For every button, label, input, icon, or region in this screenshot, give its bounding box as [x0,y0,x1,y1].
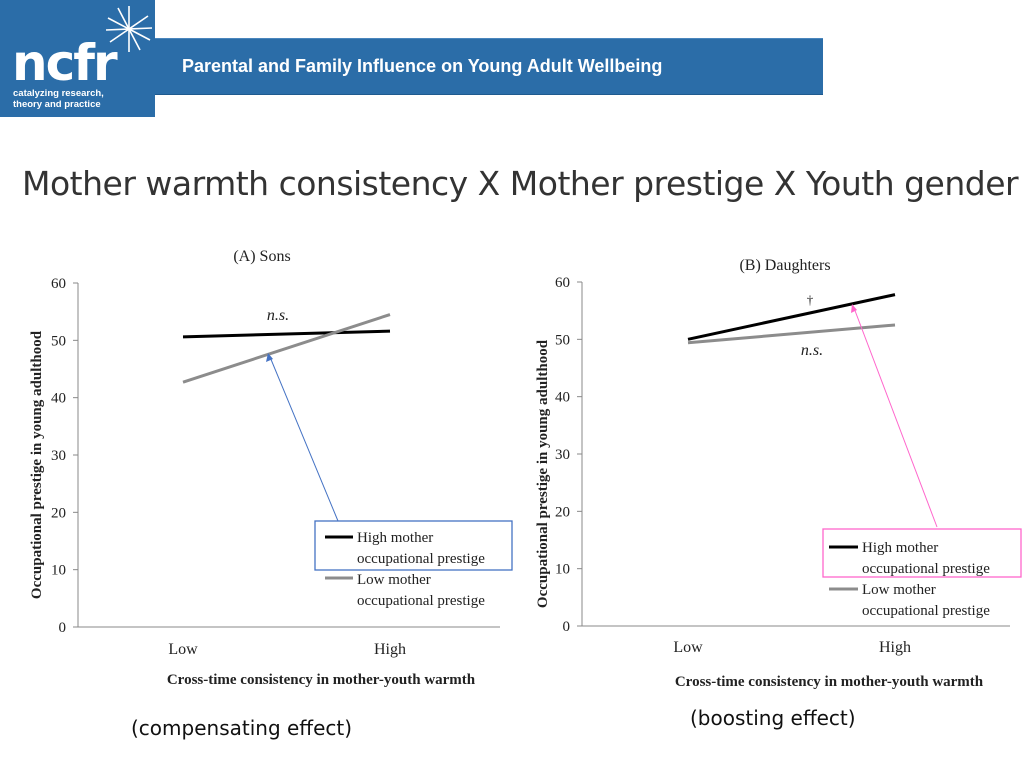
y-tick-label: 20 [555,504,570,520]
y-tick-label: 30 [51,448,66,464]
logo-wordmark: ncfr [12,34,118,92]
y-tick-label: 40 [51,391,66,407]
y-tick-label: 50 [555,332,570,348]
legend-box [822,528,1022,578]
series-line-low-prestige [182,313,391,384]
chart-title: (A) Sons [233,248,290,265]
callout-arrowhead [851,304,857,313]
legend-label-high-2: occupational prestige [862,561,990,577]
x-tick-label: Low [168,641,198,658]
x-tick-label: High [879,639,911,656]
legend-label-high-1: High mother [862,540,938,556]
starburst-icon [105,6,153,52]
x-axis-label: Cross-time consistency in mother-youth w… [675,674,984,690]
y-tick-label: 30 [555,447,570,463]
legend-label-low-1: Low mother [357,572,431,588]
banner-title: Parental and Family Influence on Young A… [182,56,663,76]
x-tick-label: Low [673,639,703,656]
caption-daughters: (boosting effect) [690,706,856,730]
x-axis-label: Cross-time consistency in mother-youth w… [167,672,476,688]
chart-title: (B) Daughters [739,257,830,274]
y-tick-label: 0 [59,620,67,636]
y-tick-label: 20 [51,505,66,521]
caption-sons: (compensating effect) [131,716,353,740]
annotation-ns: n.s. [801,342,823,359]
y-axis-label: Occupational prestige in young adulthood [535,339,551,608]
y-axis-label: Occupational prestige in young adulthood [29,330,45,599]
y-tick-label: 10 [555,562,570,578]
logo-tagline: catalyzing research, theory and practice [13,88,138,110]
slide-title: Mother warmth consistency X Mother prest… [22,164,1019,203]
ncfr-logo: ncfr catalyzing research, theory and pra… [0,0,155,117]
y-tick-label: 10 [51,563,66,579]
annotation-dagger: † [807,292,814,307]
annotation-ns: n.s. [267,307,289,324]
legend-box [314,520,513,571]
callout-arrowhead [266,353,273,362]
callout-arrow [269,356,339,522]
series-line-low-prestige [687,323,896,345]
legend-label-high-2: occupational prestige [357,551,485,567]
title-banner: Parental and Family Influence on Young A… [155,38,823,95]
legend-label-low-2: occupational prestige [862,603,990,619]
series-line-high-prestige [687,293,896,341]
y-tick-label: 40 [555,390,570,406]
series-line-high-prestige [182,329,391,339]
y-tick-label: 0 [563,619,571,635]
logo-tagline-line2: theory and practice [13,99,101,110]
x-tick-label: High [374,641,406,658]
y-tick-label: 50 [51,333,66,349]
y-tick-label: 60 [555,275,570,291]
logo-tagline-line1: catalyzing research, [13,88,104,99]
legend-label-low-1: Low mother [862,582,936,598]
callout-arrow [853,307,938,528]
legend-label-high-1: High mother [357,530,433,546]
legend-label-low-2: occupational prestige [357,593,485,609]
y-tick-label: 60 [51,276,66,292]
